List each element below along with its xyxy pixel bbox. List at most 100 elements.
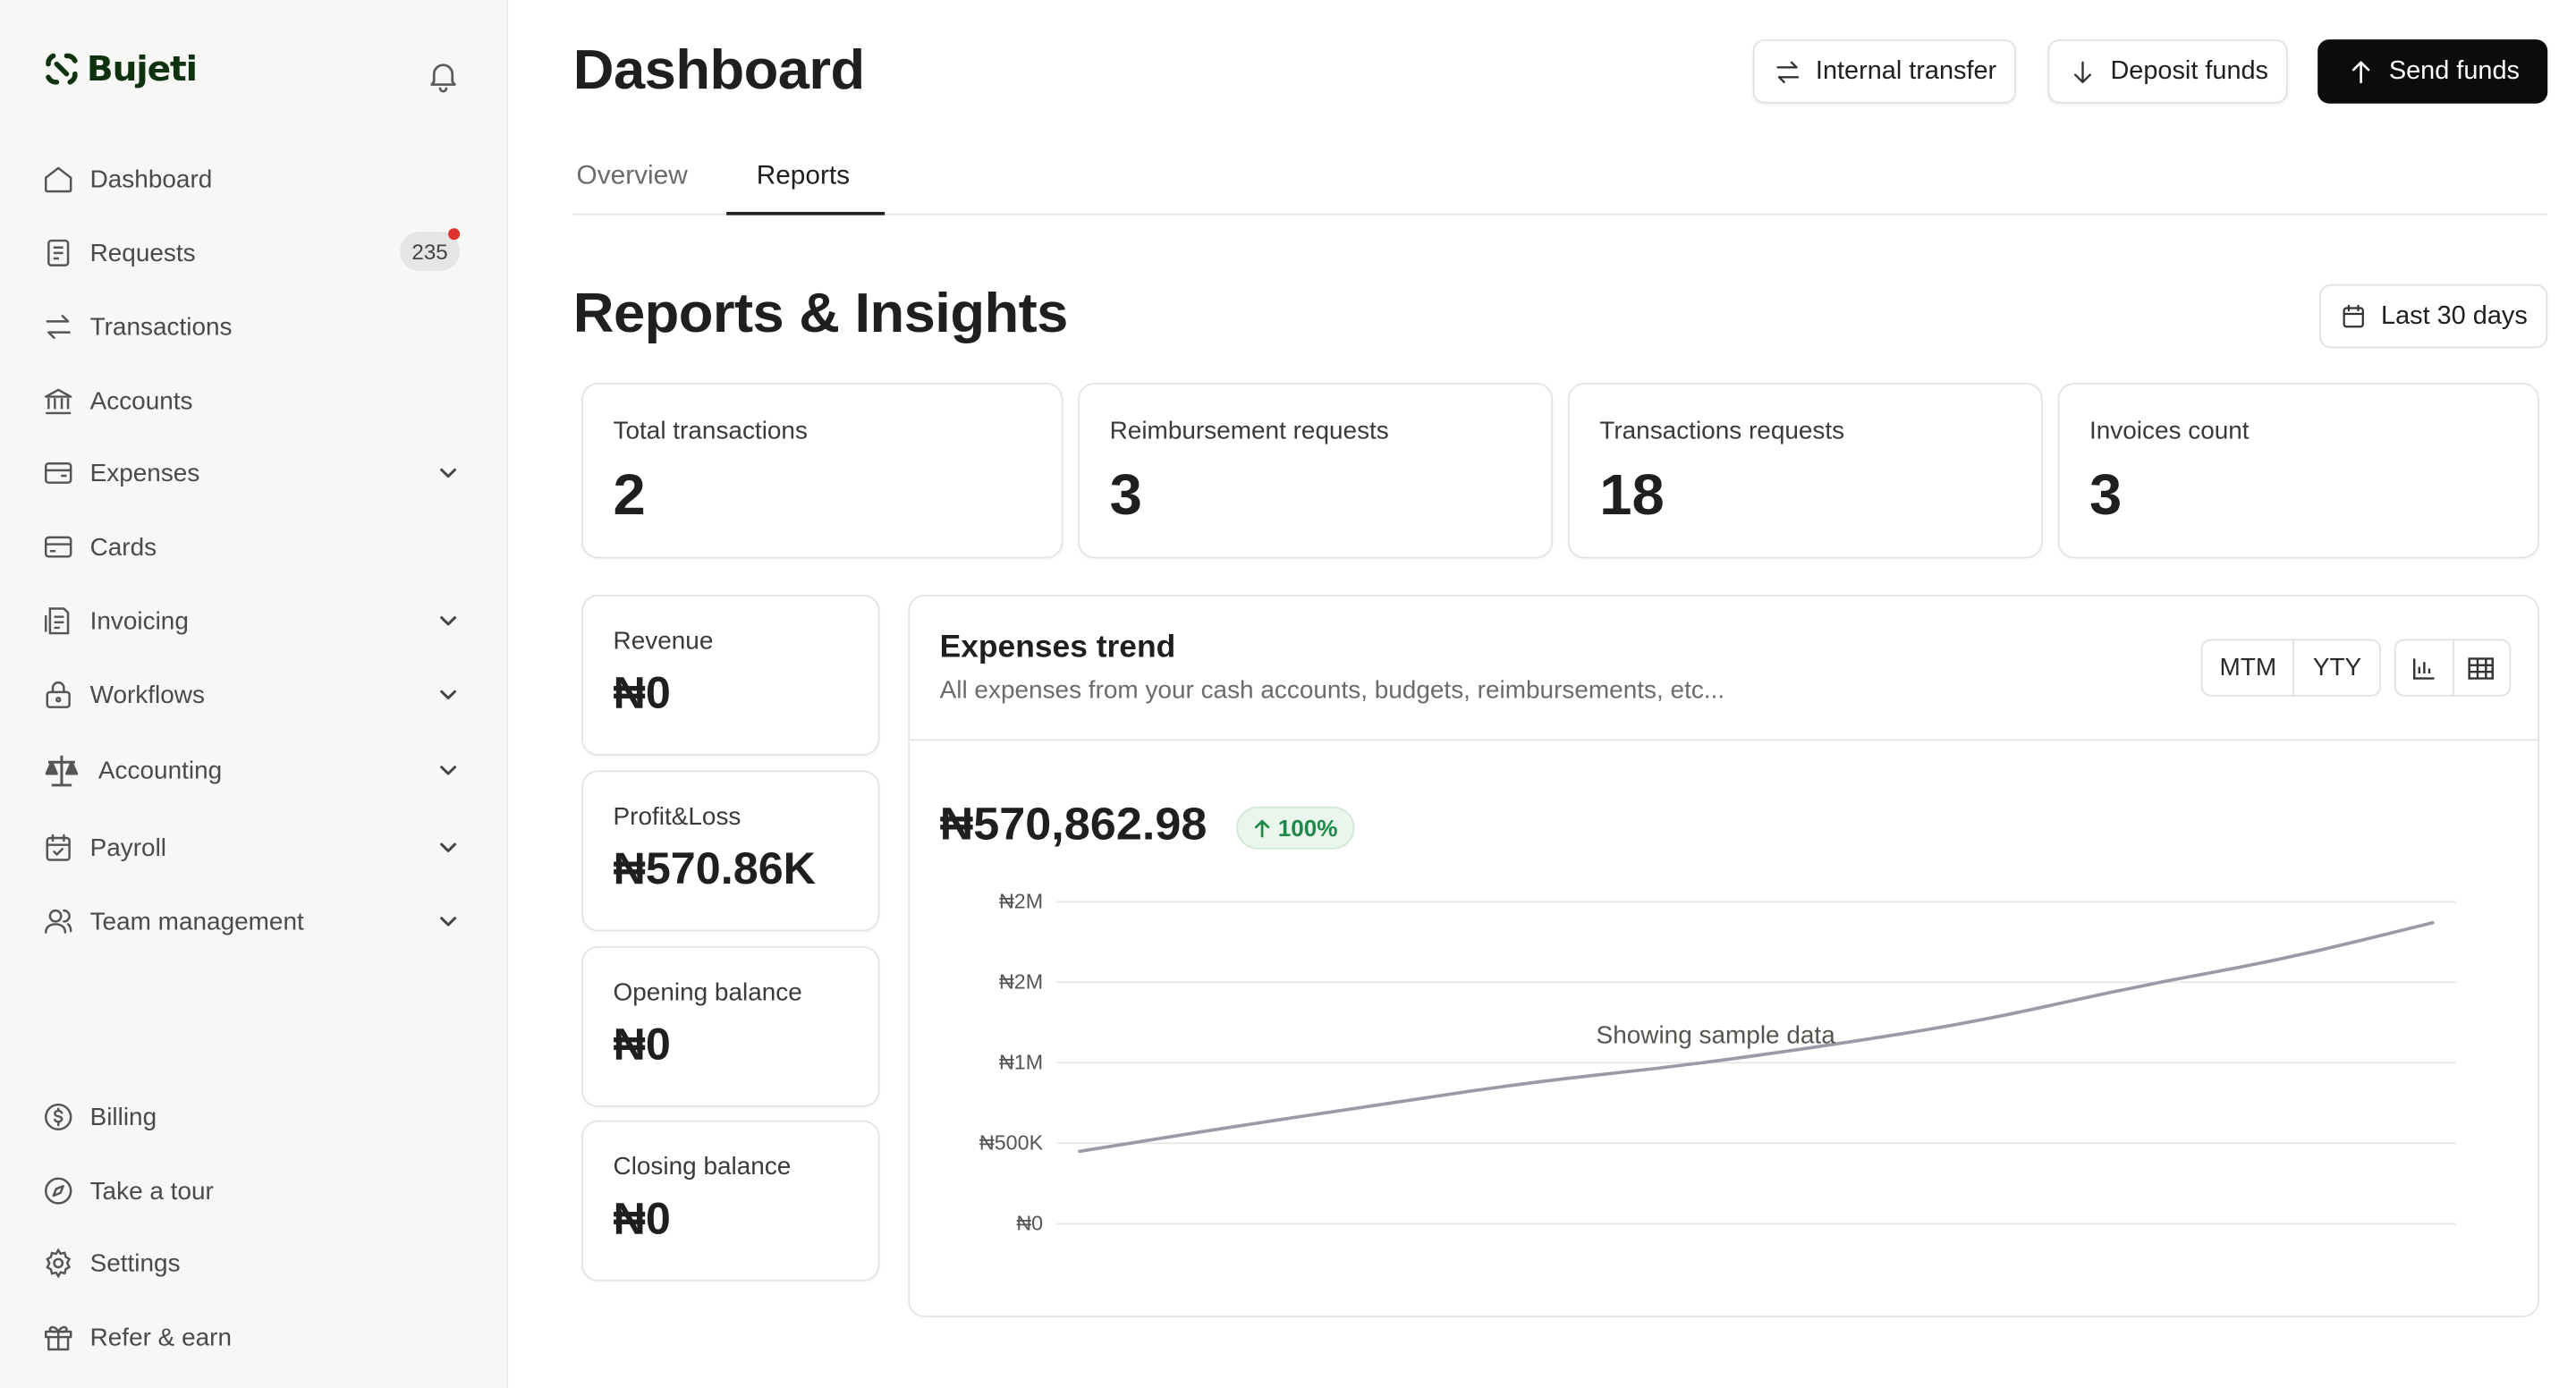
stat-label: Invoices count <box>2089 417 2250 445</box>
sidebar-item-requests[interactable]: Requests 235 <box>40 226 467 279</box>
divider <box>910 739 2538 741</box>
tab-reports[interactable]: Reports <box>756 162 851 191</box>
calendar-icon <box>2343 304 2364 328</box>
chevron-down-icon[interactable] <box>436 910 460 934</box>
chevron-down-icon[interactable] <box>436 683 460 707</box>
chart-title: Expenses trend <box>939 631 1176 665</box>
users-icon <box>40 904 75 939</box>
sidebar-item-label: Requests <box>89 239 196 267</box>
sidebar-item-label: Invoicing <box>89 606 189 635</box>
requests-count-badge: 235 <box>400 228 461 272</box>
chevron-down-icon[interactable] <box>436 609 460 632</box>
wallet-icon <box>40 456 75 491</box>
date-range-picker[interactable]: Last 30 days <box>2319 284 2548 349</box>
sidebar-item-label: Settings <box>89 1248 181 1278</box>
sidebar-item-accounting[interactable]: Accounting <box>40 744 467 797</box>
sidebar-item-label: Dashboard <box>89 165 213 193</box>
bar-chart-view-icon[interactable] <box>2396 640 2453 695</box>
stat-card-transactions-requests[interactable]: Transactions requests 18 <box>1567 382 2043 559</box>
sidebar-item-expenses[interactable]: Expenses <box>40 447 467 500</box>
chevron-down-icon[interactable] <box>436 759 460 783</box>
sidebar-item-refer-earn[interactable]: Refer & earn <box>40 1311 467 1364</box>
mini-value: ₦0 <box>613 668 671 718</box>
sidebar-item-label: Team management <box>89 907 304 936</box>
stat-value: 3 <box>1109 462 1142 528</box>
gear-icon <box>40 1246 75 1281</box>
stat-label: Transactions requests <box>1599 417 1845 445</box>
stat-card-invoices-count[interactable]: Invoices count 3 <box>2057 382 2539 559</box>
deposit-funds-label: Deposit funds <box>2110 56 2268 85</box>
date-range-label: Last 30 days <box>2381 301 2528 330</box>
stat-card-total-transactions[interactable]: Total transactions 2 <box>581 382 1063 559</box>
mini-value: ₦0 <box>613 1020 671 1070</box>
mini-label: Profit&Loss <box>613 803 741 832</box>
notifications-bell-icon[interactable] <box>425 57 462 93</box>
sidebar-item-accounts[interactable]: Accounts <box>40 375 467 427</box>
profit-loss-card[interactable]: Profit&Loss ₦570.86K <box>581 770 880 932</box>
mini-value: ₦0 <box>613 1194 671 1244</box>
revenue-card[interactable]: Revenue ₦0 <box>581 594 880 756</box>
bujeti-logo[interactable]: Bujeti <box>43 49 198 89</box>
sidebar-item-cards[interactable]: Cards <box>40 520 467 573</box>
mtm-toggle[interactable]: MTM <box>2203 640 2295 695</box>
gift-icon <box>40 1320 75 1355</box>
total-amount: ₦570,862.98 <box>939 798 1208 850</box>
sidebar-item-transactions[interactable]: Transactions <box>40 300 467 353</box>
chevron-down-icon[interactable] <box>436 461 460 485</box>
sidebar-item-label: Refer & earn <box>89 1323 233 1351</box>
sidebar-item-workflows[interactable]: Workflows <box>40 669 467 722</box>
page-title: Dashboard <box>572 39 865 102</box>
table-view-icon[interactable] <box>2453 640 2509 695</box>
change-badge: 100% <box>1236 806 1355 850</box>
sidebar-item-payroll[interactable]: Payroll <box>40 821 467 874</box>
chart-subtitle: All expenses from your cash accounts, bu… <box>939 676 1725 705</box>
arrow-up-icon <box>1254 818 1270 837</box>
sidebar: Bujeti Dashboard Requests 235 Transactio… <box>0 0 509 1388</box>
expenses-trend-card: Expenses trend All expenses from your ca… <box>908 594 2539 1318</box>
chevron-down-icon[interactable] <box>436 836 460 859</box>
compass-icon <box>40 1173 75 1208</box>
sidebar-item-label: Accounting <box>97 756 223 785</box>
sidebar-item-label: Billing <box>89 1103 157 1131</box>
sidebar-item-team-management[interactable]: Team management <box>40 895 467 948</box>
tabs: Overview Reports <box>572 148 2548 216</box>
mini-label: Revenue <box>613 627 714 656</box>
unread-dot <box>448 228 461 241</box>
y-tick-label: ₦0 <box>1016 1212 1043 1235</box>
invoice-icon <box>40 604 75 639</box>
view-toggle <box>2394 639 2512 697</box>
opening-balance-card[interactable]: Opening balance ₦0 <box>581 945 880 1107</box>
bank-icon <box>40 384 75 419</box>
sidebar-item-take-a-tour[interactable]: Take a tour <box>40 1164 467 1217</box>
transfer-arrows-icon <box>40 309 75 344</box>
yty-toggle[interactable]: YTY <box>2312 654 2362 682</box>
calendar-check-icon <box>40 830 75 865</box>
stat-card-reimbursement-requests[interactable]: Reimbursement requests 3 <box>1078 382 1554 559</box>
send-funds-label: Send funds <box>2388 56 2520 85</box>
series-line <box>1078 920 2435 1154</box>
sidebar-item-label: Expenses <box>89 459 200 487</box>
sidebar-item-label: Payroll <box>89 834 167 862</box>
sidebar-item-label: Workflows <box>89 681 205 709</box>
sidebar-item-dashboard[interactable]: Dashboard <box>40 153 467 206</box>
tab-overview[interactable]: Overview <box>576 162 688 191</box>
lock-icon <box>40 678 75 713</box>
internal-transfer-button[interactable]: Internal transfer <box>1752 39 2016 104</box>
y-tick-label: ₦500K <box>979 1131 1044 1155</box>
period-toggle: MTM YTY <box>2200 639 2381 697</box>
mini-label: Opening balance <box>613 978 802 1007</box>
sidebar-item-billing[interactable]: Billing <box>40 1091 467 1144</box>
change-percent: 100% <box>1277 815 1338 842</box>
deposit-funds-button[interactable]: Deposit funds <box>2047 39 2288 104</box>
sample-data-note: Showing sample data <box>1596 1021 1835 1050</box>
sidebar-item-settings[interactable]: Settings <box>40 1237 467 1290</box>
sidebar-item-invoicing[interactable]: Invoicing <box>40 595 467 647</box>
y-tick-label: ₦2M <box>999 890 1043 913</box>
closing-balance-card[interactable]: Closing balance ₦0 <box>581 1120 880 1282</box>
stat-value: 18 <box>1599 462 1665 528</box>
requests-icon <box>40 236 75 271</box>
arrow-up-icon <box>2351 60 2369 83</box>
y-tick-label: ₦1M <box>999 1051 1043 1074</box>
send-funds-button[interactable]: Send funds <box>2318 39 2548 104</box>
transfer-arrows-icon <box>1775 60 1799 83</box>
